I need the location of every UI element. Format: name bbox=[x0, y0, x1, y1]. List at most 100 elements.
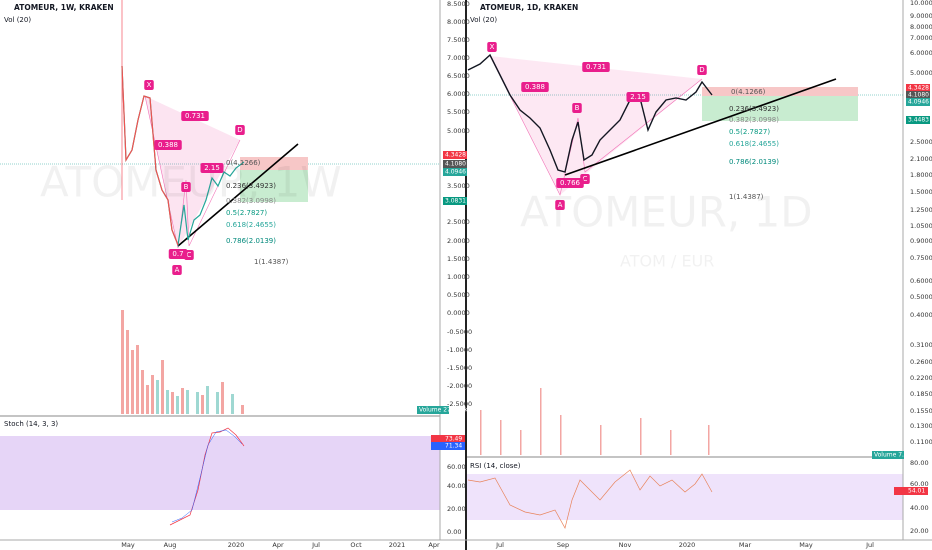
indicator-axis-label: 80.00 bbox=[910, 459, 929, 467]
indicator-badge-bg bbox=[431, 442, 465, 450]
price-axis-label: 0.1850 bbox=[910, 390, 932, 398]
pattern-label-bg bbox=[235, 125, 245, 135]
time-axis-label: 2020 bbox=[679, 541, 696, 549]
pattern-label-bg bbox=[181, 182, 191, 192]
pattern-label-bg bbox=[555, 200, 565, 210]
rsi-line bbox=[467, 469, 713, 529]
stoch-band bbox=[0, 436, 440, 510]
price-axis-label: -2.0000 bbox=[447, 382, 472, 390]
price-badge-bg bbox=[417, 406, 449, 414]
price-axis-label: 6.0000 bbox=[447, 90, 470, 98]
indicator-label: Stoch (14, 3, 3) bbox=[4, 420, 58, 428]
price-badge: 4.0946 bbox=[908, 99, 929, 106]
pattern-label: 0.7 bbox=[172, 250, 183, 258]
stop-zone bbox=[702, 87, 858, 96]
price-axis-label: 1.8000 bbox=[910, 171, 932, 179]
time-axis-label: Jul bbox=[865, 541, 874, 549]
price-axis-label: 0.1550 bbox=[910, 407, 932, 415]
fib-label: 1(1.4387) bbox=[729, 193, 764, 201]
pattern-label: 0.388 bbox=[525, 83, 545, 91]
pattern-label-bg bbox=[144, 80, 154, 90]
price-badge-bg bbox=[443, 160, 467, 168]
price-axis-label: 2.1000 bbox=[910, 155, 932, 163]
fib-label: 0(4.1266) bbox=[226, 159, 261, 167]
time-axis-label: Sep bbox=[557, 541, 569, 549]
fib-label: 0.236(3.4923) bbox=[226, 182, 276, 190]
price-axis-label: 1.0000 bbox=[447, 273, 470, 281]
pattern-label: 2.15 bbox=[204, 164, 220, 172]
volume-label: Vol (20) bbox=[470, 16, 497, 24]
pattern-label-bg bbox=[697, 65, 707, 75]
price-axis-label: 2.5000 bbox=[447, 218, 470, 226]
time-axis-label: Jul bbox=[311, 541, 320, 549]
pattern-label: 2.15 bbox=[630, 93, 646, 101]
pattern-label: 0.388 bbox=[158, 141, 178, 149]
indicator-axis-label: 20.00 bbox=[447, 505, 466, 513]
fib-label: 0.618(2.4655) bbox=[729, 140, 779, 148]
pattern-label-bg bbox=[200, 163, 224, 173]
watermark: ATOMEUR, 1D bbox=[520, 188, 813, 237]
pattern-label: X bbox=[147, 81, 152, 89]
price-axis-label: 0.5000 bbox=[910, 293, 932, 301]
price-axis-label: -1.0000 bbox=[447, 346, 472, 354]
pattern-label: A bbox=[558, 201, 563, 209]
watermark-sub: ATOM / EUR bbox=[620, 252, 714, 271]
volume-bars bbox=[156, 380, 234, 414]
price-axis-label: 1.5000 bbox=[910, 188, 932, 196]
pattern-label-bg bbox=[487, 42, 497, 52]
trend-line bbox=[177, 143, 299, 247]
pattern-label-bg bbox=[582, 62, 610, 72]
price-axis-label: 0.5000 bbox=[447, 291, 470, 299]
fib-label: 0.786(2.0139) bbox=[226, 237, 276, 245]
indicator-badge: 54.01 bbox=[908, 488, 925, 495]
price-badge-bg bbox=[906, 98, 930, 106]
price-axis-label: 7.0000 bbox=[447, 54, 470, 62]
pattern-lines bbox=[489, 55, 703, 196]
price-axis-label: 8.0000 bbox=[910, 23, 932, 31]
indicator-axis-label: 20.00 bbox=[910, 527, 929, 535]
price-badge: 4.3428 bbox=[908, 85, 929, 92]
target-zone bbox=[702, 96, 858, 121]
pattern-label-bg bbox=[556, 178, 584, 188]
indicator-axis-label: 0.00 bbox=[447, 528, 461, 536]
fib-label: 0.382(3.0998) bbox=[226, 197, 276, 205]
price-axis-label: 0.1100 bbox=[910, 438, 932, 446]
fib-label: 0.618(2.4655) bbox=[226, 221, 276, 229]
chart-title: ATOMEUR, 1W, KRAKEN bbox=[14, 3, 114, 12]
pattern-label: C bbox=[583, 175, 588, 183]
price-axis-label: 8.0000 bbox=[447, 18, 470, 26]
price-badge-bg bbox=[906, 116, 930, 124]
price-axis-label: 5.5000 bbox=[447, 108, 470, 116]
price-badge-bg bbox=[906, 91, 930, 99]
price-axis-label: -0.5000 bbox=[447, 328, 472, 336]
pattern-label: B bbox=[575, 104, 580, 112]
pattern-label-bg bbox=[172, 265, 182, 275]
time-axis-label: Aug bbox=[164, 541, 177, 549]
indicator-axis-label: 40.00 bbox=[910, 504, 929, 512]
target-zone bbox=[240, 170, 308, 202]
price-axis-label: 5.0000 bbox=[910, 69, 932, 77]
fib-label: 0.5(2.7827) bbox=[226, 209, 267, 217]
harmonic-pattern bbox=[145, 96, 240, 248]
pattern-label: D bbox=[237, 126, 242, 134]
price-axis-label: 0.6000 bbox=[910, 277, 932, 285]
time-axis-label: Apr bbox=[272, 541, 284, 549]
fib-label: 0.236(3.4923) bbox=[729, 105, 779, 113]
price-badge: 4.0946 bbox=[445, 169, 466, 176]
fib-label: 0.5(2.7827) bbox=[729, 128, 770, 136]
time-axis-label: May bbox=[121, 541, 135, 549]
price-badge: 4.3428 bbox=[445, 152, 466, 159]
price-axis-label: -1.5000 bbox=[447, 364, 472, 372]
rsi-band bbox=[466, 474, 903, 520]
stoch-k bbox=[171, 429, 243, 523]
price-axis-label: 1.5000 bbox=[447, 255, 470, 263]
price-badge: Volume 27.957k bbox=[419, 407, 468, 414]
price-axis-label: 3.5000 bbox=[447, 182, 470, 190]
pattern-label: A bbox=[175, 266, 180, 274]
price-badge-bg bbox=[443, 168, 467, 176]
pattern-label: C bbox=[187, 251, 192, 259]
time-axis-label: Nov bbox=[619, 541, 632, 549]
texts: ATOMEUR, 1W, KRAKEN Vol (20) ATOMEUR, 1W… bbox=[4, 3, 813, 470]
price-axis-label: 0.7500 bbox=[910, 254, 932, 262]
